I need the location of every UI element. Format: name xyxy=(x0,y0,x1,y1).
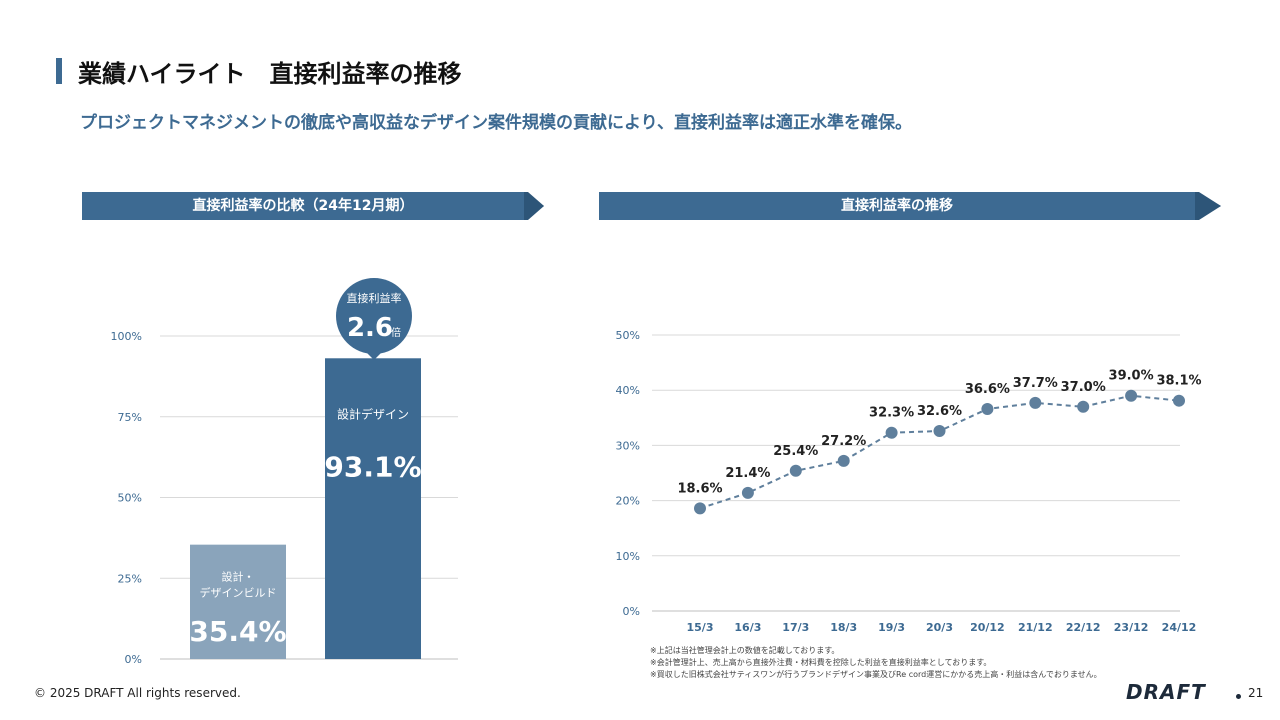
right-panel-banner: 直接利益率の推移 xyxy=(599,192,1221,220)
logo-dot xyxy=(1236,694,1241,699)
y-tick-label: 0% xyxy=(623,605,640,618)
ratio-callout: 直接利益率 2.6 倍 xyxy=(336,278,412,360)
page-subtitle: プロジェクトマネジメントの徹底や高収益なデザイン案件規模の貢献により、直接利益率… xyxy=(80,113,912,133)
footnotes: ※上記は当社管理会計上の数値を記載しております。 ※会計管理計上、売上高から直接… xyxy=(650,645,1102,681)
callout-label: 直接利益率 xyxy=(347,291,402,305)
callout-circle xyxy=(336,278,412,354)
data-label: 36.6% xyxy=(965,382,1010,397)
data-point xyxy=(1029,396,1042,409)
data-label: 38.1% xyxy=(1156,374,1201,389)
x-tick-label: 23/12 xyxy=(1114,621,1149,634)
y-tick-label: 40% xyxy=(616,384,640,397)
data-label: 37.7% xyxy=(1013,376,1058,391)
y-tick-label: 20% xyxy=(616,495,640,508)
left-panel-banner: 直接利益率の比較（24年12月期） xyxy=(82,192,544,220)
y-tick-label: 30% xyxy=(616,439,640,452)
data-label: 27.2% xyxy=(821,434,866,449)
data-point xyxy=(789,464,802,477)
bar xyxy=(325,358,421,659)
footnote: ※会計管理計上、売上高から直接外注費・材料費を控除した利益を直接利益率としており… xyxy=(650,658,992,667)
data-point xyxy=(1173,394,1185,407)
data-point xyxy=(741,486,754,499)
x-tick-label: 15/3 xyxy=(687,621,714,634)
data-point xyxy=(885,426,898,439)
page-title: 業績ハイライト 直接利益率の推移 xyxy=(78,60,462,88)
x-tick-label: 20/3 xyxy=(926,621,953,634)
data-point xyxy=(981,402,994,415)
left-panel-banner-label: 直接利益率の比較（24年12月期） xyxy=(192,198,414,214)
bar xyxy=(190,544,286,659)
bar-value-label: 93.1% xyxy=(324,450,421,483)
data-label: 18.6% xyxy=(677,481,722,496)
bar-value-label: 35.4% xyxy=(189,615,286,648)
draft-logo: DRAFT xyxy=(1126,680,1206,704)
page-number: 21 xyxy=(1248,686,1264,700)
copyright: © 2025 DRAFT All rights reserved. xyxy=(34,686,241,700)
x-tick-label: 18/3 xyxy=(830,621,857,634)
y-tick-label: 10% xyxy=(616,550,640,563)
x-tick-label: 21/12 xyxy=(1018,621,1053,634)
line-chart: 0% 10% 20% 30% 40% 50% 15/3 16/3 17/3 18/3 19/3 20… xyxy=(616,329,1202,634)
title-accent-bar xyxy=(56,58,62,84)
right-panel-banner-label: 直接利益率の推移 xyxy=(841,198,953,214)
x-tick-label: 24/12 xyxy=(1162,621,1197,634)
bar-chart: 0% 25% 50% 75% 100% 設計・デザインビルド 35.4% 設計デザイン 93.… xyxy=(111,278,458,666)
callout-pointer xyxy=(364,350,384,360)
data-label: 21.4% xyxy=(725,466,770,481)
data-label: 32.3% xyxy=(869,406,914,421)
callout-value: 2.6 xyxy=(347,313,393,343)
bar-category-label: 設計・ xyxy=(222,570,255,584)
bar-category-label: デザインビルド xyxy=(200,586,277,600)
x-tick-label: 19/3 xyxy=(878,621,905,634)
y-tick-label: 75% xyxy=(118,411,142,424)
data-label: 25.4% xyxy=(773,444,818,459)
data-label: 32.6% xyxy=(917,404,962,419)
y-tick-label: 100% xyxy=(111,330,142,343)
footnote: ※買収した旧株式会社サティスワンが行うブランドデザイン事業及びRe cord運営… xyxy=(650,670,1102,679)
x-tick-label: 17/3 xyxy=(782,621,809,634)
callout-unit: 倍 xyxy=(391,326,401,339)
bar-category-label: 設計デザイン xyxy=(337,406,409,421)
data-label: 39.0% xyxy=(1109,369,1154,384)
x-tick-label: 22/12 xyxy=(1066,621,1101,634)
data-point xyxy=(1077,400,1090,413)
y-tick-label: 50% xyxy=(118,492,142,505)
x-tick-label: 20/12 xyxy=(970,621,1005,634)
y-tick-label: 50% xyxy=(616,329,640,342)
y-tick-label: 0% xyxy=(125,653,142,666)
x-tick-label: 16/3 xyxy=(734,621,761,634)
y-tick-label: 25% xyxy=(118,572,142,585)
data-point xyxy=(694,502,706,515)
data-point xyxy=(837,454,850,467)
data-point xyxy=(933,425,946,438)
data-label: 37.0% xyxy=(1061,380,1106,395)
footnote: ※上記は当社管理会計上の数値を記載しております。 xyxy=(650,646,840,655)
data-point xyxy=(1125,389,1138,402)
